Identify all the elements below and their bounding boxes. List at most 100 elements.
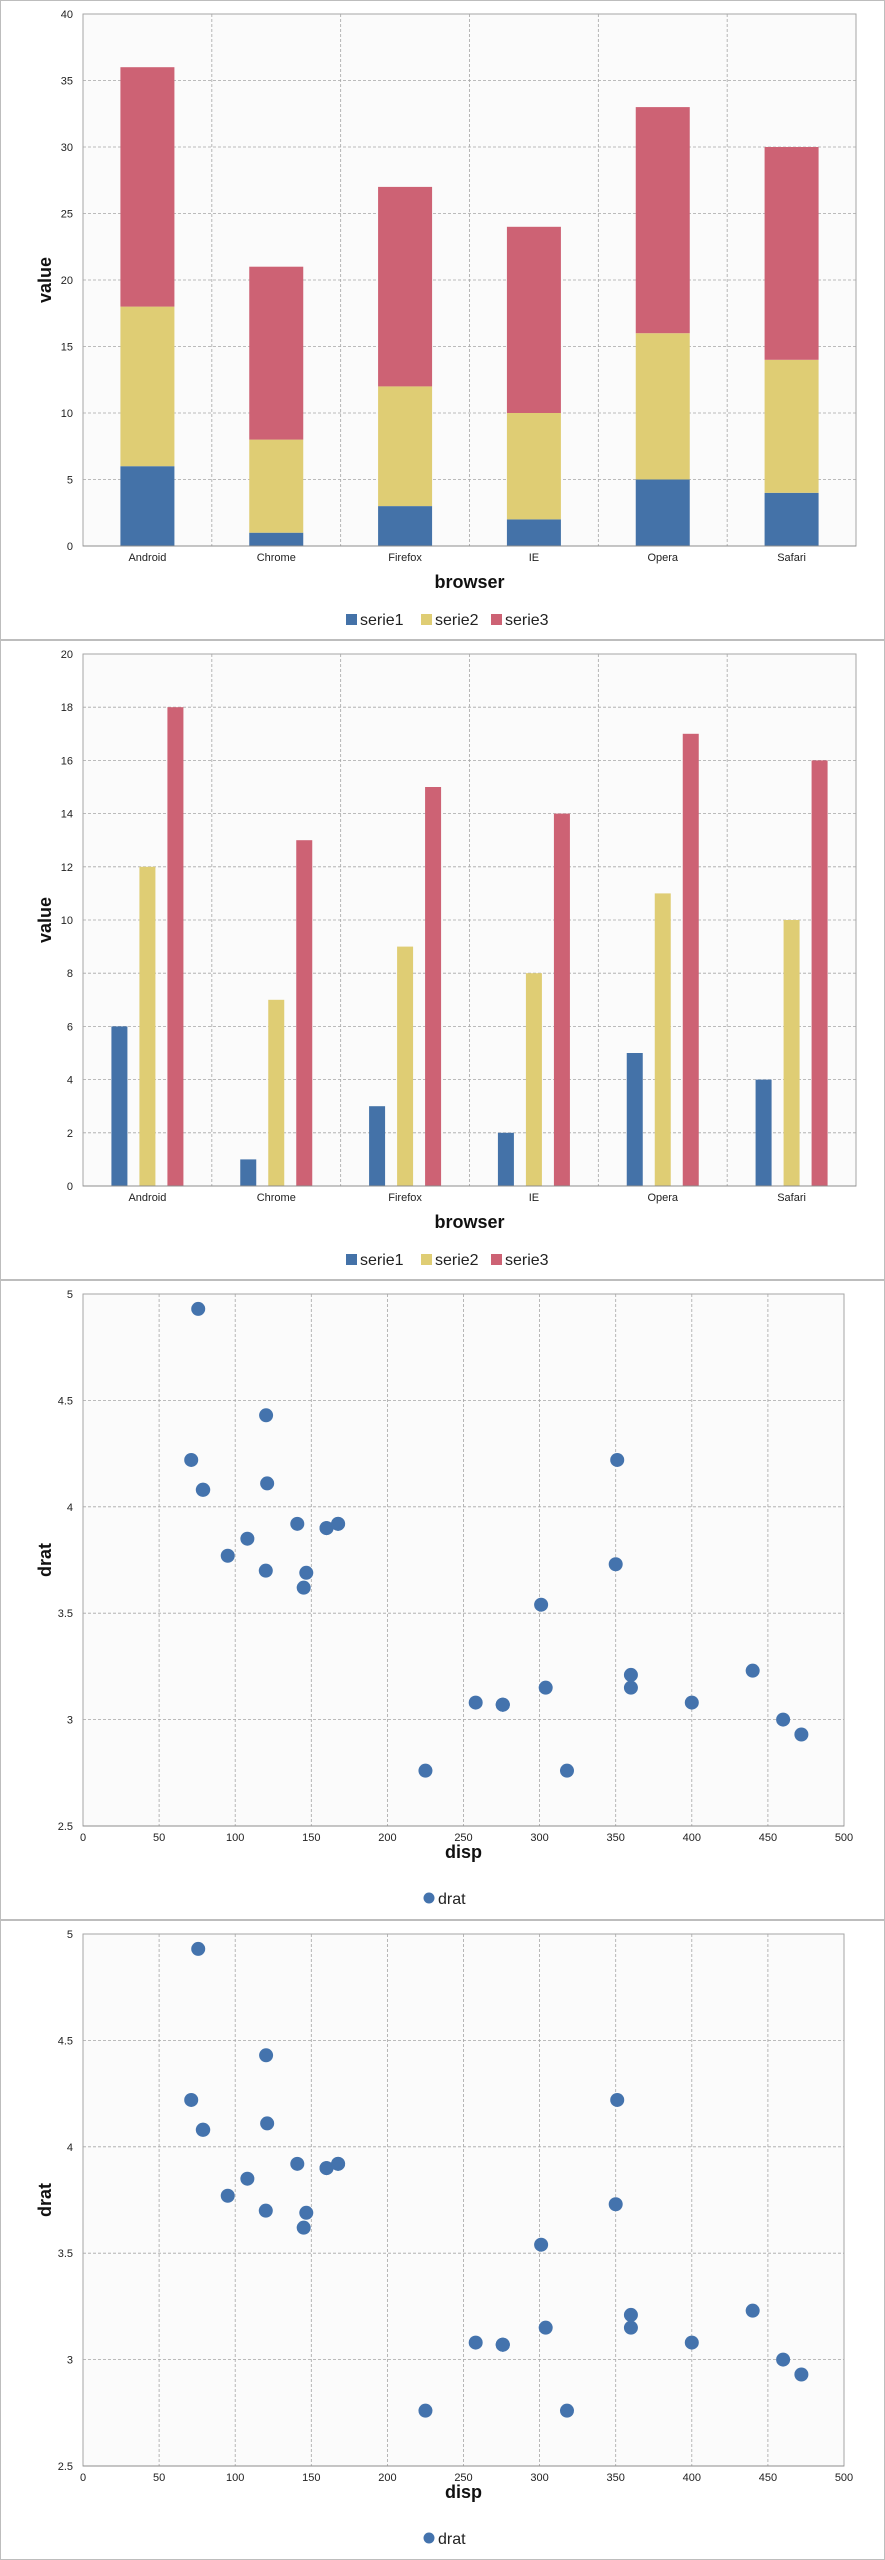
- scatter-point: [191, 1301, 206, 1316]
- x-tick-label: 400: [683, 2472, 701, 2484]
- x-tick-label: Chrome: [257, 552, 296, 564]
- bar-serie3-opera: [682, 733, 699, 1186]
- scatter-point: [745, 2303, 760, 2318]
- bar-serie3-safari: [811, 760, 828, 1186]
- legend-label-serie1: serie1: [360, 1252, 404, 1269]
- scatter-point: [240, 1531, 255, 1546]
- y-axis-title: drat: [35, 2183, 55, 2217]
- scatter-point: [418, 2403, 433, 2418]
- x-axis-title: disp: [445, 2482, 482, 2502]
- bar-serie1-firefox: [378, 506, 433, 546]
- legend-label-drat: drat: [438, 1891, 466, 1908]
- legend-swatch-serie3: [491, 1254, 502, 1265]
- bar-serie2-android: [139, 866, 156, 1186]
- scatter-point: [290, 1516, 305, 1531]
- y-axis-title: value: [35, 257, 55, 303]
- y-tick-label: 30: [61, 142, 73, 154]
- bar-serie1-android: [111, 1026, 128, 1186]
- scatter-point: [296, 2220, 311, 2235]
- scatter-point: [299, 2205, 314, 2220]
- bar-serie1-safari: [764, 492, 819, 546]
- y-tick-label: 16: [61, 755, 73, 767]
- scatter-point: [684, 2335, 699, 2350]
- scatter-point: [608, 1557, 623, 1572]
- scatter-chart-panel-2: 2.5 3 3.5 4 4.5 5 0 50 100 150 200 250 300 350 400 450 5…: [0, 1920, 885, 2560]
- bar-serie2-opera: [654, 893, 671, 1186]
- bar-serie2-safari: [764, 359, 819, 493]
- scatter-point: [534, 1597, 549, 1612]
- x-tick-label: Chrome: [257, 1192, 296, 1204]
- scatter-point: [623, 1667, 638, 1682]
- y-tick-label: 12: [61, 862, 73, 874]
- scatter-point: [623, 1680, 638, 1695]
- scatter-point: [220, 1548, 235, 1563]
- y-tick-label: 25: [61, 209, 73, 221]
- bar-serie3-ie: [553, 813, 570, 1186]
- scatter-point: [610, 2092, 625, 2107]
- stacked-bar-chart: 0 5 10 15 20 25 30 35 40 Android Chrome Firefox IE Op…: [35, 9, 857, 629]
- bar-serie2-firefox: [378, 386, 433, 507]
- x-tick-label: Opera: [647, 1192, 678, 1204]
- scatter-point: [296, 1580, 311, 1595]
- x-tick-label: 500: [835, 1832, 853, 1844]
- x-tick-label: 500: [835, 2472, 853, 2484]
- scatter-point: [184, 1452, 199, 1467]
- scatter-point: [259, 1408, 274, 1423]
- y-tick-label: 6: [67, 1021, 73, 1033]
- scatter-point: [418, 1763, 433, 1778]
- x-tick-label: 0: [80, 1832, 86, 1844]
- x-tick-label: 150: [302, 1832, 320, 1844]
- x-tick-label: Android: [128, 1192, 166, 1204]
- x-tick-label: Opera: [647, 552, 678, 564]
- y-tick-label: 5: [67, 1289, 73, 1301]
- scatter-point: [468, 1695, 483, 1710]
- x-tick-label: 400: [683, 1832, 701, 1844]
- scatter-point: [468, 2335, 483, 2350]
- scatter-point: [538, 2320, 553, 2335]
- x-tick-label: Firefox: [388, 552, 422, 564]
- bar-serie3-chrome: [249, 266, 304, 440]
- x-tick-label: IE: [529, 552, 539, 564]
- scatter-point: [495, 1697, 510, 1712]
- x-tick-label: 250: [454, 1832, 472, 1844]
- scatter-point: [559, 1763, 574, 1778]
- y-tick-label: 8: [67, 968, 73, 980]
- x-tick-label: 200: [378, 2472, 396, 2484]
- x-tick-label: 50: [153, 2472, 165, 2484]
- legend-marker-drat: [423, 1892, 435, 1904]
- x-axis-title: browser: [434, 1212, 504, 1232]
- bar-serie1-firefox: [369, 1106, 386, 1186]
- scatter-point: [745, 1663, 760, 1678]
- x-axis-title: disp: [445, 1842, 482, 1862]
- scatter-point: [794, 1727, 809, 1742]
- legend-swatch-serie2: [421, 614, 432, 625]
- legend-swatch-serie1: [346, 1254, 357, 1265]
- scatter-point: [191, 1941, 206, 1956]
- scatter-point: [196, 2122, 211, 2137]
- legend-marker-drat: [423, 2532, 435, 2544]
- bar-serie3-android: [120, 67, 175, 307]
- x-tick-label: 100: [226, 2472, 244, 2484]
- scatter-point: [495, 2337, 510, 2352]
- scatter-point: [534, 2237, 549, 2252]
- x-tick-label: 50: [153, 1832, 165, 1844]
- y-tick-label: 5: [67, 1929, 73, 1941]
- bar-serie1-android: [120, 466, 175, 546]
- legend-label-serie3: serie3: [505, 612, 549, 629]
- y-tick-label: 2: [67, 1128, 73, 1140]
- scatter-point: [259, 2048, 274, 2063]
- bar-serie2-chrome: [249, 439, 304, 533]
- y-tick-label: 3.5: [58, 1608, 73, 1620]
- legend-swatch-serie3: [491, 614, 502, 625]
- legend-label-serie2: serie2: [435, 612, 479, 629]
- x-tick-label: 150: [302, 2472, 320, 2484]
- y-tick-label: 18: [61, 702, 73, 714]
- scatter-point: [220, 2188, 235, 2203]
- scatter-point: [260, 2116, 275, 2131]
- y-tick-label: 4.5: [58, 2035, 73, 2047]
- y-tick-label: 5: [67, 475, 73, 487]
- bar-serie1-ie: [497, 1132, 514, 1186]
- bar-serie1-chrome: [240, 1159, 257, 1186]
- x-tick-label: 350: [607, 1832, 625, 1844]
- scatter-point: [240, 2171, 255, 2186]
